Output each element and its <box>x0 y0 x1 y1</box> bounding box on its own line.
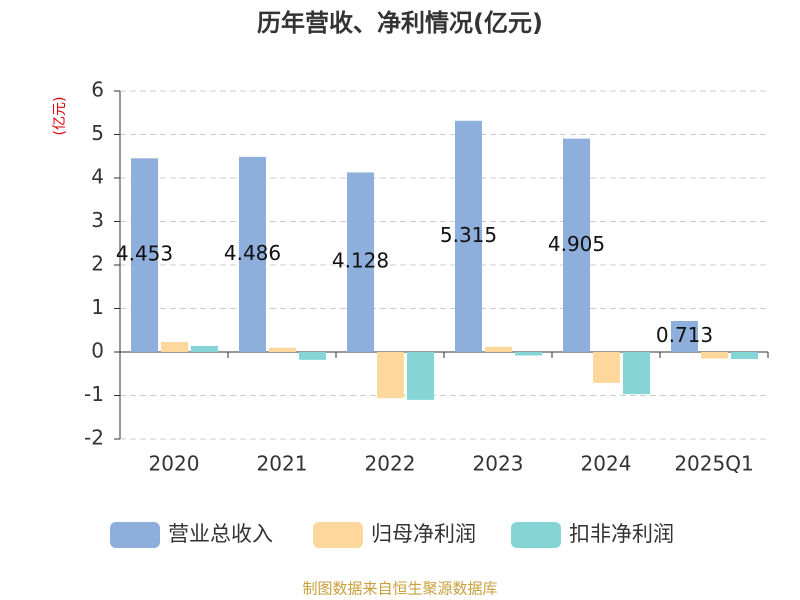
bar <box>623 352 650 395</box>
data-label: 4.128 <box>332 249 389 273</box>
x-tick-label: 2021 <box>257 452 308 476</box>
y-tick-label: 5 <box>91 121 104 145</box>
bar <box>593 352 620 383</box>
x-tick-label: 2023 <box>473 452 524 476</box>
y-tick-label: -1 <box>84 382 104 406</box>
bar <box>347 172 374 352</box>
y-tick-label: 6 <box>91 78 104 102</box>
legend-label: 营业总收入 <box>168 522 273 546</box>
data-label: 4.905 <box>548 232 605 256</box>
x-tick-label: 2022 <box>365 452 416 476</box>
data-label: 4.486 <box>224 241 281 265</box>
y-tick-label: 4 <box>91 165 104 189</box>
bar <box>239 156 266 352</box>
x-tick-label: 2020 <box>149 452 200 476</box>
bar <box>515 352 542 356</box>
y-axis-label: (亿元) <box>52 97 68 136</box>
chart-title: 历年营收、净利情况(亿元) <box>257 9 543 37</box>
bar <box>161 341 188 352</box>
bar <box>701 352 728 359</box>
bar <box>299 352 326 360</box>
x-tick-label: 2025Q1 <box>674 452 753 476</box>
data-label: 5.315 <box>440 223 497 247</box>
bar <box>671 320 698 352</box>
y-tick-label: 0 <box>91 339 104 363</box>
data-label: 4.453 <box>116 242 173 266</box>
bar <box>377 352 404 399</box>
x-tick-label: 2024 <box>581 452 632 476</box>
legend-swatch <box>511 522 561 548</box>
bar <box>455 120 482 352</box>
legend-label: 扣非净利润 <box>569 522 674 546</box>
bar <box>485 346 512 352</box>
bar <box>731 352 758 359</box>
data-label: 0.713 <box>656 323 713 347</box>
bar <box>563 138 590 352</box>
legend-swatch <box>313 522 363 548</box>
legend-swatch <box>110 522 160 548</box>
y-tick-label: 2 <box>91 252 104 276</box>
bar <box>191 345 218 352</box>
bar <box>269 347 296 352</box>
legend-label: 归母净利润 <box>371 522 476 546</box>
source-note: 制图数据来自恒生聚源数据库 <box>302 580 497 598</box>
bar <box>131 158 158 352</box>
bar <box>407 352 434 400</box>
y-tick-label: 3 <box>91 208 104 232</box>
y-tick-label: -2 <box>84 426 104 450</box>
y-tick-label: 1 <box>91 295 104 319</box>
